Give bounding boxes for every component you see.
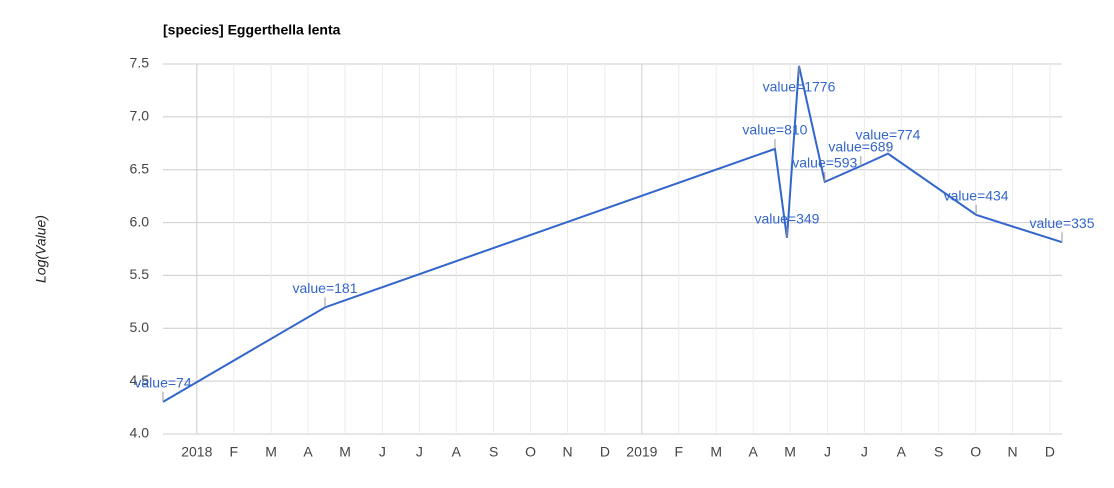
- y-tick-label: 5.5: [130, 266, 150, 282]
- y-tick-label: 7.0: [130, 108, 150, 124]
- y-tick-label: 4.5: [130, 372, 150, 388]
- line: [162, 65, 1063, 403]
- annotation: value=774: [855, 126, 920, 142]
- x-tick-label: D: [1045, 444, 1055, 460]
- x-tick-label: J: [861, 444, 868, 460]
- annotation: value=689: [828, 139, 893, 155]
- y-tick-label: 4.0: [130, 425, 150, 441]
- annotation: value=181: [292, 280, 357, 296]
- y-tick-label: 6.0: [130, 213, 150, 229]
- annotation: value=810: [742, 122, 807, 138]
- x-tick-label: M: [339, 444, 351, 460]
- x-tick-label: J: [416, 444, 423, 460]
- x-tick-label: S: [489, 444, 498, 460]
- x-tick-label: M: [710, 444, 722, 460]
- y-tick-label: 5.0: [130, 319, 150, 335]
- x-tick-label: M: [784, 444, 796, 460]
- x-tick-label: J: [824, 444, 831, 460]
- x-tick-label: M: [265, 444, 277, 460]
- x-tick-label: F: [229, 444, 238, 460]
- annotation: value=1776: [763, 79, 836, 95]
- annotation: value=74: [134, 375, 191, 391]
- x-tick-label: O: [970, 444, 981, 460]
- x-tick-label: S: [934, 444, 943, 460]
- annotation: value=349: [754, 211, 819, 227]
- x-tick-label: O: [525, 444, 536, 460]
- x-tick-label: F: [675, 444, 684, 460]
- y-axis-label: Log(Value): [33, 215, 49, 283]
- x-tick-label: 2018: [181, 444, 212, 460]
- x-tick-label: N: [1008, 444, 1018, 460]
- y-tick-label: 6.5: [130, 160, 150, 176]
- x-tick-label: A: [452, 444, 462, 460]
- x-tick-label: N: [562, 444, 572, 460]
- annotation: value=335: [1029, 215, 1094, 231]
- x-tick-label: A: [897, 444, 907, 460]
- y-tick-label: 7.5: [130, 55, 150, 71]
- x-tick-label: A: [303, 444, 313, 460]
- x-tick-label: J: [379, 444, 386, 460]
- x-tick-label: D: [600, 444, 610, 460]
- x-tick-label: A: [748, 444, 758, 460]
- annotation: value=593: [792, 155, 857, 171]
- annotation: value=434: [944, 188, 1009, 204]
- x-tick-label: 2019: [626, 444, 657, 460]
- chart-title: [species] Eggerthella lenta: [163, 22, 341, 38]
